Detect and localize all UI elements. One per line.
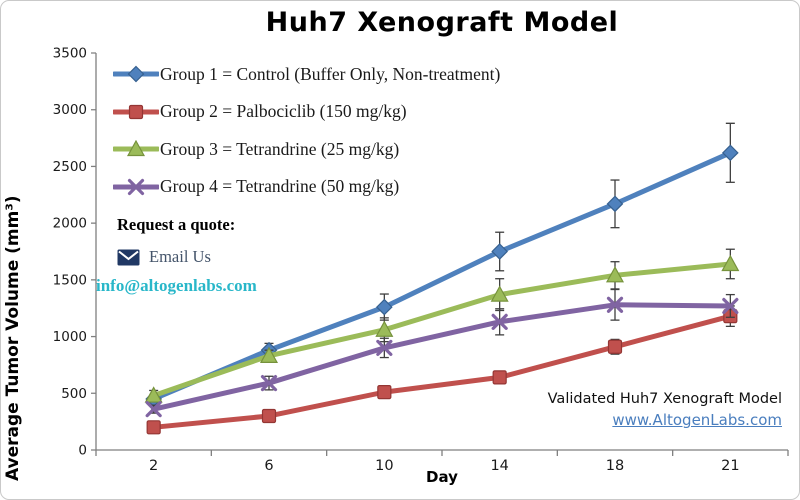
y-tick-label: 3000 [53,102,87,118]
x-tick-label: 2 [149,458,158,474]
email-address-link[interactable]: info@altogenlabs.com [96,276,257,295]
legend-label-group3: Group 3 = Tetrandrine (25 mg/kg) [160,138,400,159]
group1-marker [375,298,393,316]
x-tick-label: 21 [721,458,739,474]
y-tick-label: 500 [61,386,87,402]
group4-marker [606,296,624,313]
group1-marker [491,243,509,260]
series-group2 [146,305,738,435]
x-tick-label: 14 [490,458,508,474]
legend-label-group4: Group 4 = Tetrandrine (50 mg/kg) [160,176,400,196]
group2-marker [377,385,392,400]
y-tick-label: 3500 [53,46,87,62]
y-tick-label: 1500 [53,272,87,288]
website-link[interactable]: www.AltogenLabs.com [612,411,782,429]
group1-marker [721,144,739,162]
group2-marker [607,339,623,354]
group2-marker [492,370,507,385]
chart-title: Huh7 Xenograft Model [265,7,619,38]
envelope-icon [117,249,140,265]
footer-note: Validated Huh7 Xenograft Model www.Altog… [548,389,782,431]
group2-marker [261,408,277,424]
y-tick-label: 2000 [53,216,87,232]
group3-marker [144,386,163,403]
group4-line [151,302,733,412]
group2-line-marker-icon [113,104,159,119]
legend-item-group3: Group 3 = Tetrandrine (25 mg/kg) [113,136,500,162]
series-group3 [144,248,740,403]
email-us-link[interactable]: Email Us [117,247,356,267]
group4-marker [376,339,393,357]
legend-item-group1: Group 1 = Control (Buffer Only, Non-trea… [113,61,500,87]
group3-marker [375,320,394,337]
x-tick-label: 18 [606,458,624,474]
validated-model-text: Validated Huh7 Xenograft Model [547,391,782,407]
group2-line [151,313,733,430]
group3-marker [490,285,509,302]
group4-marker [145,401,162,418]
group4-marker [260,374,278,392]
x-tick-label: 10 [375,458,393,474]
group3-marker [259,346,279,363]
quote-block: Request a quote: Email Us info@altogenla… [96,215,356,296]
legend-item-group4: Group 4 = Tetrandrine (50 mg/kg) [113,174,500,200]
group1-marker [606,195,624,213]
group3-marker [721,254,740,272]
group1-line [151,150,733,402]
group3-line [151,261,733,399]
group2-marker [146,420,161,435]
y-tick-label: 1000 [53,329,87,345]
x-tick-label: 6 [264,458,273,474]
group3-line-marker-icon [113,140,159,157]
legend-label-group2: Group 2 = Palbociclib (150 mg/kg) [160,101,407,121]
quote-heading: Request a quote: [117,215,236,234]
group4-marker [722,297,739,315]
y-tick-label: 2500 [53,159,87,175]
y-tick-label: 0 [78,443,87,459]
series-group4 [145,288,739,418]
x-axis-title: Day [426,468,458,486]
group3-marker [605,266,625,283]
group4-line-marker-icon [113,178,159,195]
legend-item-group2: Group 2 = Palbociclib (150 mg/kg) [113,99,500,125]
legend: Group 1 = Control (Buffer Only, Non-trea… [113,61,500,211]
group4-marker [491,313,508,330]
y-axis-title: Average Tumor Volume (mm³) [3,195,23,481]
group1-line-marker-icon [113,65,159,83]
legend-label-group1: Group 1 = Control (Buffer Only, Non-trea… [160,63,501,84]
email-us-label: Email Us [149,247,211,266]
